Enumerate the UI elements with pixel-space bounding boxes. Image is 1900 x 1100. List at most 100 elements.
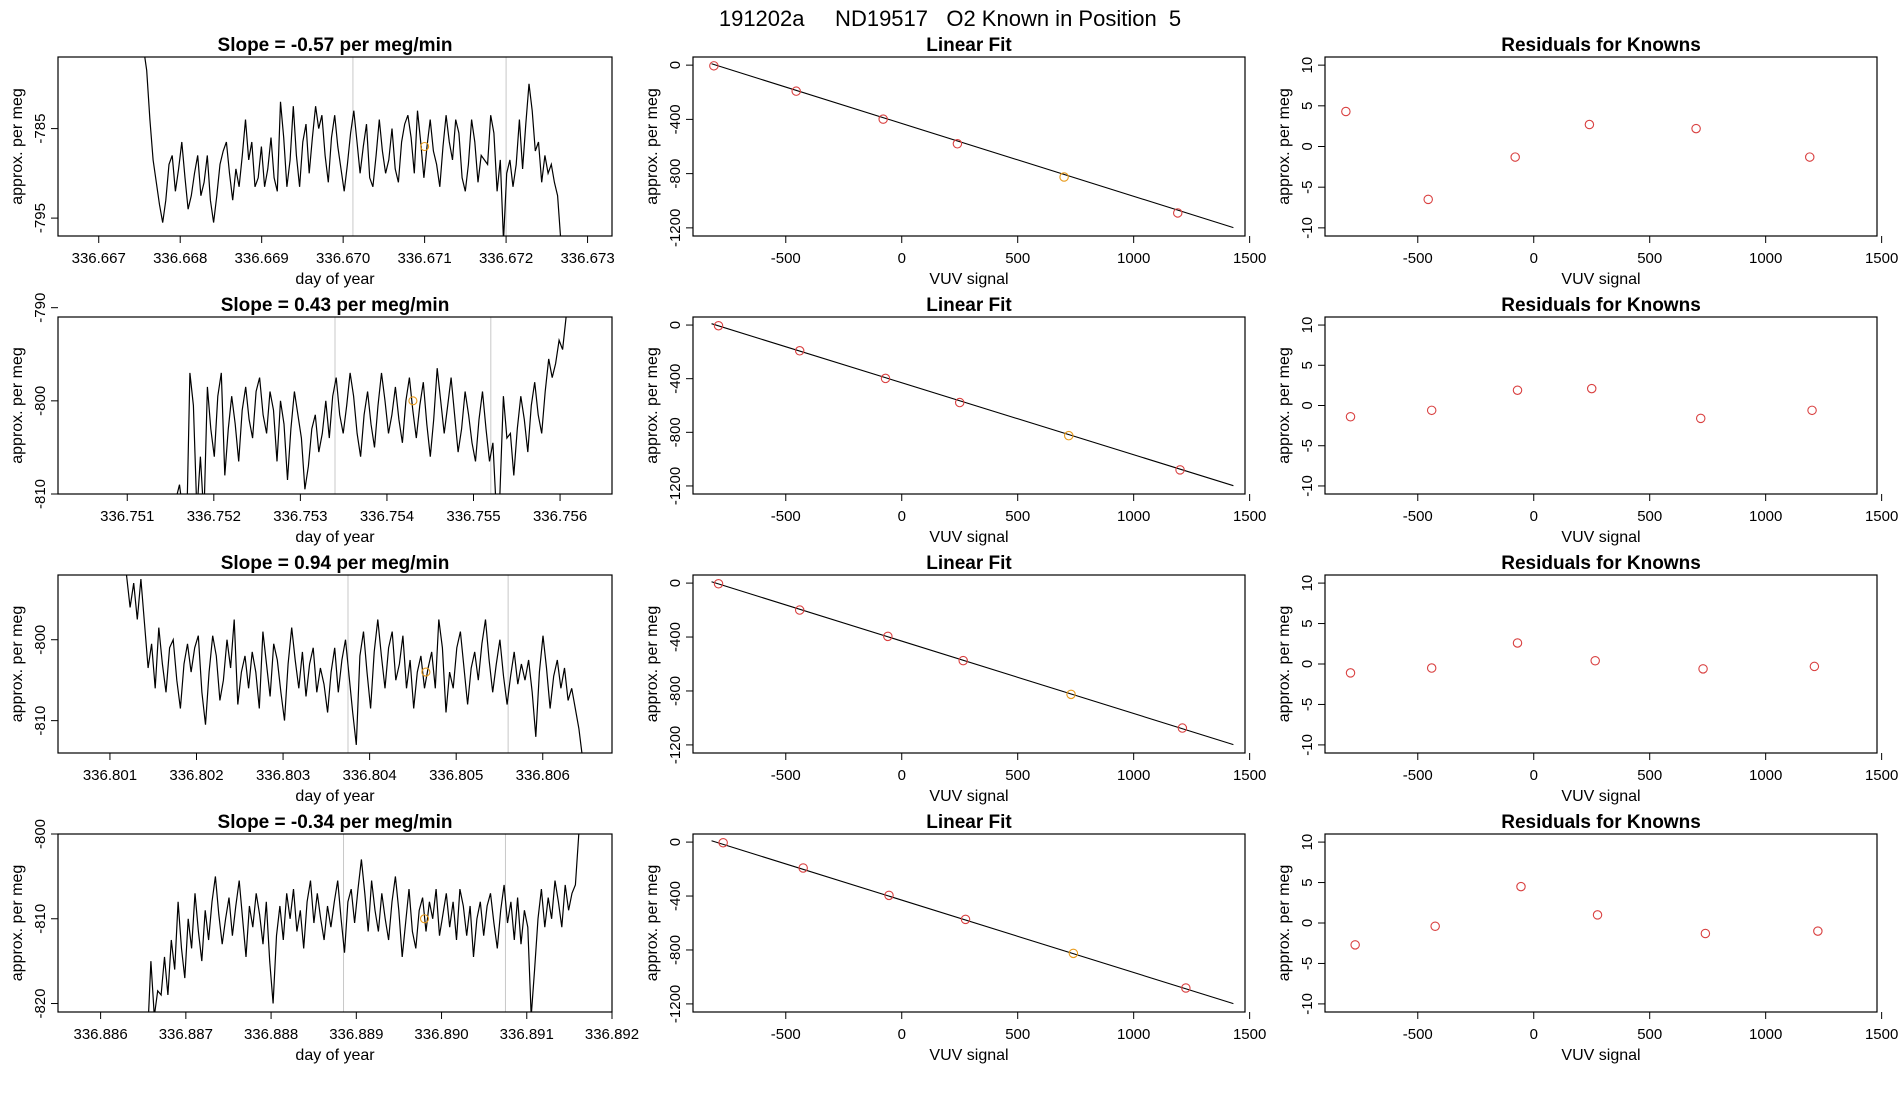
y-tick-label: -800	[667, 935, 684, 965]
y-axis-label: approx. per meg	[644, 865, 661, 982]
data-point	[713, 579, 724, 589]
x-tick-label: 500	[1005, 1026, 1030, 1043]
data-point	[1063, 430, 1074, 441]
data-point	[1807, 405, 1817, 416]
data-point	[1590, 656, 1600, 666]
x-tick-label: 336.888	[244, 1026, 298, 1043]
fit-line	[711, 63, 1234, 229]
y-axis-label: approx. per meg	[1276, 865, 1293, 982]
x-tick-label: 1000	[1749, 250, 1782, 267]
chart-panel-r0c0: Slope = -0.57 per meg/min day of year appr…	[9, 35, 615, 288]
data-point	[883, 631, 893, 642]
y-tick-label: -1200	[667, 209, 684, 247]
panel-title: Slope = -0.57 per meg/min	[218, 35, 453, 56]
series-line	[148, 834, 580, 1012]
x-tick-label: 0	[898, 1026, 906, 1043]
x-axis-label: VUV signal	[929, 529, 1008, 546]
x-tick-label: 1500	[1865, 508, 1898, 525]
data-point	[1510, 152, 1520, 162]
y-tick-label: -800	[667, 159, 684, 189]
y-tick-label: -10	[1299, 993, 1316, 1015]
x-tick-label: 336.755	[446, 508, 500, 525]
y-tick-label: -5	[1299, 957, 1316, 970]
panel-title: Slope = 0.94 per meg/min	[221, 553, 450, 574]
x-tick-label: 1500	[1865, 1026, 1898, 1043]
y-tick-label: -810	[32, 706, 49, 736]
data-point	[1175, 465, 1185, 475]
y-tick-label: 5	[1299, 619, 1316, 627]
series-line	[125, 575, 583, 753]
y-axis-label: approx. per meg	[1276, 347, 1293, 464]
chart-panel-r1c2: Residuals for Knowns VUV signal approx. pe…	[1276, 295, 1898, 546]
plot-area	[1350, 881, 1823, 950]
x-tick-label: 500	[1637, 1026, 1662, 1043]
plot-area	[125, 575, 583, 753]
y-axis-label: approx. per meg	[1276, 606, 1293, 723]
x-tick-label: 0	[898, 250, 906, 267]
data-point	[1512, 638, 1523, 648]
y-tick-label: -795	[32, 203, 49, 233]
panel-title: Residuals for Knowns	[1501, 295, 1701, 316]
x-tick-label: 336.891	[500, 1026, 554, 1043]
x-axis-label: day of year	[295, 529, 375, 546]
y-tick-label: 0	[1299, 660, 1316, 668]
x-tick-label: -500	[771, 250, 801, 267]
plot-frame	[692, 56, 1246, 237]
y-tick-label: -1200	[667, 726, 684, 764]
y-tick-label: -800	[32, 625, 49, 655]
plot-area	[176, 317, 567, 494]
panel-title: Linear Fit	[926, 295, 1012, 316]
y-tick-label: 0	[667, 61, 684, 69]
chart-panel-r3c0: Slope = -0.34 per meg/min day of year appr…	[9, 812, 639, 1064]
data-point	[1512, 385, 1523, 395]
x-tick-label: 336.756	[533, 508, 587, 525]
y-tick-label: 0	[1299, 142, 1316, 150]
x-tick-label: 0	[1530, 508, 1538, 525]
plot-frame	[1324, 316, 1878, 495]
x-tick-label: 1500	[1865, 250, 1898, 267]
data-point	[884, 890, 894, 901]
panel-title: Linear Fit	[926, 553, 1012, 574]
chart-panel-r3c2: Residuals for Knowns VUV signal approx. pe…	[1276, 812, 1898, 1064]
panel-title: Linear Fit	[926, 812, 1012, 833]
fit-line	[711, 323, 1234, 487]
y-axis-label: approx. per meg	[644, 606, 661, 723]
x-axis-label: VUV signal	[1561, 271, 1640, 288]
plot-area	[711, 579, 1234, 746]
y-axis-label: approx. per meg	[644, 88, 661, 205]
plot-frame	[692, 833, 1246, 1013]
y-tick-label: 0	[1299, 919, 1316, 927]
y-tick-label: 10	[1299, 57, 1316, 74]
x-tick-label: 0	[898, 767, 906, 784]
data-point	[798, 863, 808, 873]
plot-area	[148, 834, 580, 1012]
data-point	[709, 61, 719, 71]
series-line	[176, 317, 567, 494]
plot-frame	[1324, 56, 1878, 237]
x-tick-label: 336.889	[329, 1026, 383, 1043]
y-tick-label: -5	[1299, 439, 1316, 452]
y-tick-label: -5	[1299, 181, 1316, 194]
data-point	[1426, 405, 1437, 416]
y-tick-label: 0	[667, 321, 684, 329]
x-tick-label: 336.672	[479, 250, 533, 267]
x-tick-label: 336.754	[360, 508, 414, 525]
data-point	[1586, 383, 1597, 394]
series-line	[144, 57, 562, 236]
x-tick-label: 336.667	[72, 250, 126, 267]
data-point	[1809, 661, 1820, 672]
y-axis-label: approx. per meg	[9, 865, 26, 982]
chart-panel-r0c1: Linear Fit VUV signal approx. per meg -500 0…	[644, 35, 1266, 288]
data-point	[952, 139, 963, 149]
y-axis-label: approx. per meg	[9, 606, 26, 723]
fit-line	[711, 840, 1234, 1005]
x-tick-label: 1000	[1117, 767, 1150, 784]
x-tick-label: 1500	[1865, 767, 1898, 784]
data-point	[1430, 921, 1440, 931]
plot-area	[709, 61, 1234, 229]
chart-panel-r0c2: Residuals for Knowns VUV signal approx. pe…	[1276, 35, 1898, 288]
x-axis-label: day of year	[295, 788, 375, 805]
highlight-marker	[419, 914, 430, 924]
y-tick-label: -810	[32, 479, 49, 509]
y-axis-label: approx. per meg	[1276, 88, 1293, 205]
